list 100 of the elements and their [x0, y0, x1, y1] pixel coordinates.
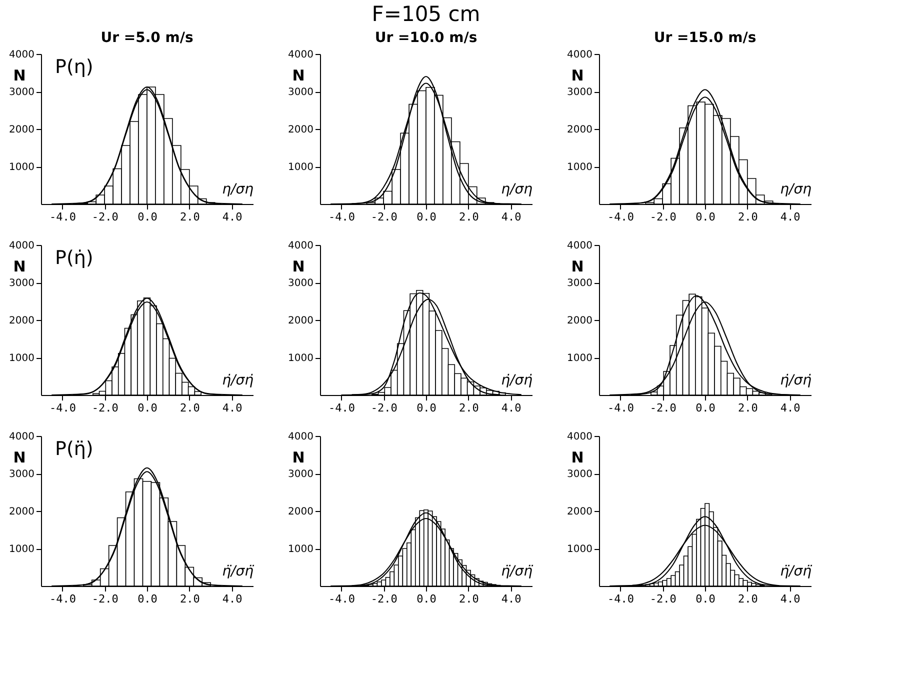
- y-tick-label: 1000: [9, 544, 34, 555]
- x-tick-label: 2.0: [458, 592, 479, 606]
- y-tick-label: 3000: [288, 469, 314, 480]
- y-tick-label: 2000: [567, 316, 592, 326]
- y-axis-title: N: [292, 448, 305, 466]
- x-tick-label: -4.0: [328, 402, 355, 414]
- x-tick-label: -2.0: [92, 402, 118, 414]
- y-tick-label: 2000: [288, 316, 314, 326]
- x-axis-title: η̈/ση̈: [222, 564, 254, 580]
- x-tick-label: -4.0: [607, 210, 634, 224]
- x-tick-label: 2.0: [180, 210, 200, 224]
- x-tick-label: 4.0: [222, 402, 242, 414]
- y-tick-label: 4000: [288, 50, 314, 60]
- x-tick-label: 2.0: [180, 592, 200, 606]
- x-tick-label: 4.0: [501, 592, 522, 606]
- x-tick-label: 0.0: [416, 210, 436, 224]
- x-axis-title: η/ση: [501, 182, 533, 198]
- annotation: P(η̇): [55, 247, 94, 269]
- y-tick-label: 4000: [9, 240, 34, 252]
- x-tick-label: -2.0: [92, 210, 118, 224]
- x-axis-title: η̇/ση̇: [222, 372, 254, 388]
- x-tick-label: -2.0: [370, 210, 398, 224]
- chart-subtitle: Ur =15.0 m/s: [654, 30, 756, 46]
- x-tick-label: -4.0: [49, 402, 76, 414]
- y-tick-label: 1000: [9, 353, 34, 364]
- x-tick-label: 4.0: [501, 402, 522, 414]
- y-tick-label: 3000: [9, 87, 34, 98]
- y-tick-label: 2000: [9, 316, 34, 326]
- x-tick-label: 4.0: [780, 402, 800, 414]
- y-tick-label: 1000: [567, 353, 592, 364]
- y-axis-title: N: [571, 448, 584, 466]
- x-axis-title: η̇/ση̇: [780, 372, 812, 388]
- y-tick-label: 3000: [9, 469, 34, 480]
- y-tick-label: 4000: [567, 50, 592, 60]
- y-tick-label: 1000: [288, 544, 314, 555]
- x-axis-title: η̈/ση̈: [780, 564, 812, 580]
- chart-title: F=105 cm: [372, 2, 480, 26]
- x-axis-title: η/ση: [222, 182, 254, 198]
- x-tick-label: 0.0: [416, 402, 436, 414]
- x-tick-label: -4.0: [328, 210, 355, 224]
- x-tick-label: 2.0: [738, 210, 758, 224]
- x-tick-label: 4.0: [222, 210, 242, 224]
- y-tick-label: 3000: [567, 87, 592, 98]
- x-tick-label: 0.0: [416, 592, 436, 606]
- x-tick-label: 2.0: [458, 210, 479, 224]
- y-tick-label: 3000: [288, 278, 314, 289]
- y-tick-label: 2000: [288, 506, 314, 518]
- y-tick-label: 2000: [288, 124, 314, 136]
- y-tick-label: 4000: [9, 50, 34, 60]
- y-axis-title: N: [571, 66, 584, 84]
- x-tick-label: -2.0: [92, 592, 118, 606]
- y-axis-title: N: [571, 258, 584, 276]
- y-tick-label: 2000: [9, 506, 34, 518]
- y-tick-label: 1000: [288, 162, 314, 173]
- x-axis-title: η̈/ση̈: [501, 564, 534, 580]
- x-tick-label: 2.0: [738, 592, 758, 606]
- x-tick-label: 0.0: [138, 210, 158, 224]
- x-tick-label: 0.0: [138, 592, 158, 606]
- y-tick-label: 4000: [288, 240, 314, 252]
- x-tick-label: 4.0: [222, 592, 242, 606]
- x-tick-label: -2.0: [650, 402, 676, 414]
- y-axis-title: N: [13, 258, 26, 276]
- x-axis-title: η/ση: [780, 182, 812, 198]
- y-tick-label: 2000: [567, 506, 592, 518]
- y-tick-label: 4000: [567, 240, 592, 252]
- y-tick-label: 1000: [567, 162, 592, 173]
- annotation: P(η): [55, 56, 94, 78]
- x-tick-label: 2.0: [180, 402, 200, 414]
- x-tick-label: 0.0: [696, 402, 716, 414]
- y-axis-title: N: [13, 66, 26, 84]
- x-tick-label: 4.0: [780, 592, 800, 606]
- x-tick-label: 2.0: [458, 402, 479, 414]
- x-tick-label: 0.0: [696, 592, 716, 606]
- x-axis-title: η̇/ση̇: [501, 372, 533, 388]
- annotation: P(η̈): [55, 438, 94, 460]
- y-tick-label: 3000: [567, 278, 592, 289]
- chart-subtitle: Ur =10.0 m/s: [374, 30, 478, 46]
- y-tick-label: 3000: [567, 469, 592, 480]
- x-tick-label: -2.0: [650, 210, 676, 224]
- y-axis-title: N: [13, 448, 26, 466]
- x-tick-label: 0.0: [696, 210, 716, 224]
- x-tick-label: -4.0: [49, 592, 76, 606]
- x-tick-label: -4.0: [607, 592, 634, 606]
- x-tick-label: -4.0: [607, 402, 634, 414]
- x-tick-label: 2.0: [738, 402, 758, 414]
- y-axis-title: N: [292, 66, 305, 84]
- x-tick-label: 4.0: [780, 210, 800, 224]
- chart-subtitle: Ur =5.0 m/s: [100, 30, 194, 46]
- y-tick-label: 3000: [9, 278, 34, 289]
- x-tick-label: 0.0: [138, 402, 158, 414]
- y-tick-label: 1000: [9, 162, 34, 173]
- x-tick-label: -2.0: [650, 592, 676, 606]
- y-tick-label: 1000: [567, 544, 592, 555]
- y-tick-label: 4000: [288, 432, 314, 442]
- y-tick-label: 2000: [567, 124, 592, 136]
- x-tick-label: -4.0: [328, 592, 355, 606]
- x-tick-label: 4.0: [501, 210, 522, 224]
- y-tick-label: 4000: [567, 432, 592, 442]
- x-tick-label: -2.0: [370, 402, 398, 414]
- x-tick-label: -4.0: [49, 210, 76, 224]
